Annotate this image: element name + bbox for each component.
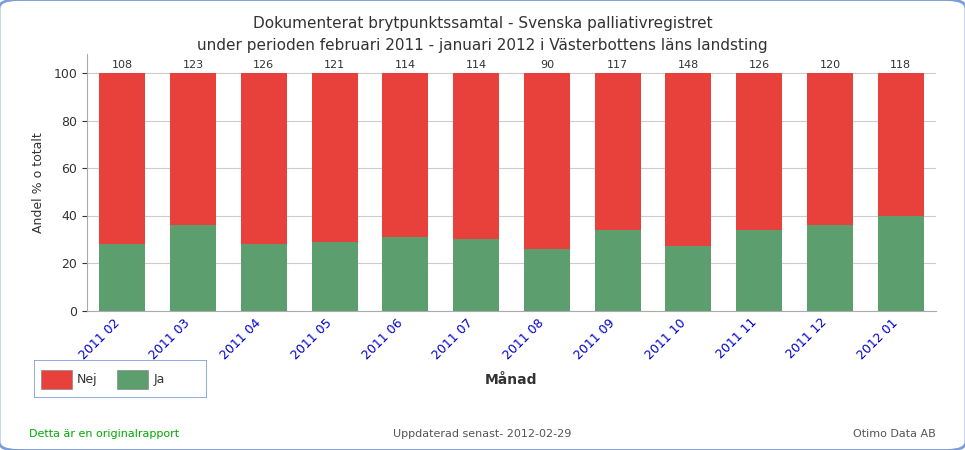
Text: 118: 118: [890, 60, 911, 70]
Text: 121: 121: [324, 60, 345, 70]
Text: Detta är en originalrapport: Detta är en originalrapport: [29, 429, 179, 439]
Bar: [524, 249, 569, 310]
Bar: [453, 239, 499, 310]
Bar: [807, 225, 853, 310]
Text: 123: 123: [182, 60, 204, 70]
Text: 90: 90: [539, 60, 554, 70]
Bar: [382, 73, 428, 237]
Bar: [312, 242, 357, 310]
Text: Dokumenterat brytpunktssamtal - Svenska palliativregistret: Dokumenterat brytpunktssamtal - Svenska …: [253, 16, 712, 31]
Text: Ja: Ja: [153, 373, 165, 386]
X-axis label: Månad: Månad: [485, 373, 538, 387]
Y-axis label: Andel % o totalt: Andel % o totalt: [32, 132, 45, 233]
Bar: [170, 225, 216, 310]
Bar: [877, 216, 924, 310]
Text: 120: 120: [819, 60, 841, 70]
Text: 114: 114: [395, 60, 416, 70]
Bar: [524, 73, 569, 249]
Text: 117: 117: [607, 60, 628, 70]
Text: 114: 114: [465, 60, 486, 70]
Bar: [665, 73, 711, 247]
Bar: [736, 73, 782, 230]
Bar: [665, 247, 711, 310]
Bar: [240, 244, 287, 310]
Bar: [170, 73, 216, 225]
FancyBboxPatch shape: [34, 360, 207, 398]
Bar: [117, 369, 149, 389]
Bar: [453, 73, 499, 239]
Bar: [99, 73, 145, 244]
Text: 126: 126: [253, 60, 274, 70]
Bar: [312, 73, 357, 242]
Text: Uppdaterad senast- 2012-02-29: Uppdaterad senast- 2012-02-29: [394, 429, 571, 439]
Text: 108: 108: [112, 60, 133, 70]
Text: Nej: Nej: [77, 373, 97, 386]
Text: 126: 126: [749, 60, 770, 70]
Bar: [41, 369, 72, 389]
Bar: [594, 73, 641, 230]
Bar: [736, 230, 782, 310]
Bar: [99, 244, 145, 310]
Bar: [877, 73, 924, 216]
Text: 148: 148: [677, 60, 699, 70]
Text: Otimo Data AB: Otimo Data AB: [853, 429, 936, 439]
Text: under perioden februari 2011 - januari 2012 i Västerbottens läns landsting: under perioden februari 2011 - januari 2…: [197, 38, 768, 53]
Bar: [594, 230, 641, 310]
Bar: [807, 73, 853, 225]
Bar: [240, 73, 287, 244]
Bar: [382, 237, 428, 310]
